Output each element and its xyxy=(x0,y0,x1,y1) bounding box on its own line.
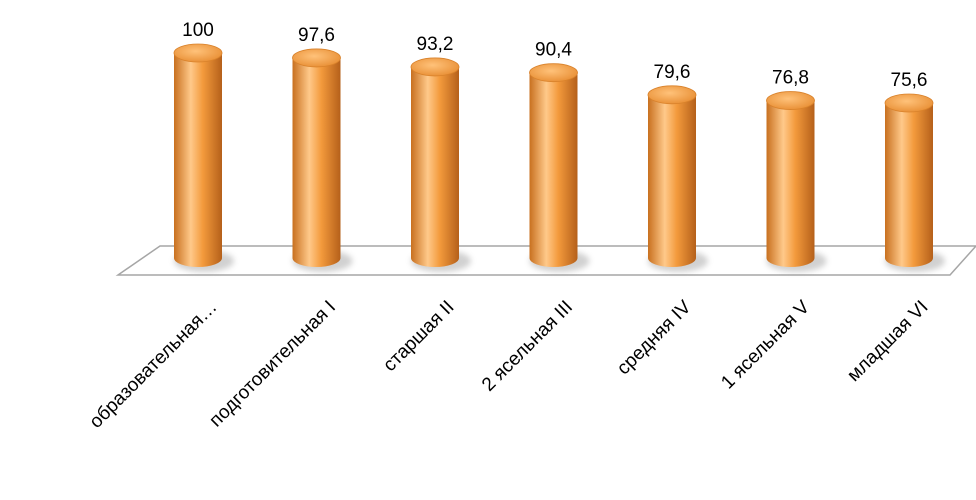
x-tick-label-4: 2 ясельная III xyxy=(478,297,577,396)
x-axis-tick-labels: образовательная…подготовительная I старша… xyxy=(86,296,933,432)
bar-body xyxy=(174,53,222,267)
bar-body xyxy=(292,57,341,267)
bar-body xyxy=(885,103,933,268)
data-label-3: 93,2 xyxy=(417,34,454,55)
data-label-7: 75,6 xyxy=(891,70,928,91)
bar-top xyxy=(884,93,934,113)
data-labels: 100 97,6 93,2 90,4 79,6 76,8 75,6 xyxy=(182,20,927,91)
bar-top xyxy=(766,91,815,110)
bar-5 xyxy=(647,85,708,272)
data-label-5: 79,6 xyxy=(654,62,691,83)
bar-top xyxy=(173,43,223,63)
data-label-6: 76,8 xyxy=(772,68,809,89)
data-label-4: 90,4 xyxy=(535,40,572,61)
bar-body xyxy=(766,100,815,267)
bar-body xyxy=(648,94,696,267)
bar-top xyxy=(647,85,697,105)
x-tick-label-2: подготовительная I xyxy=(205,297,340,432)
data-label-2: 97,6 xyxy=(298,25,335,46)
x-tick-label-3: старшая II xyxy=(379,297,458,376)
bar-top xyxy=(292,48,341,68)
bar-7 xyxy=(884,93,945,272)
bar-body xyxy=(411,66,459,267)
bar-top xyxy=(529,63,578,83)
bar-1 xyxy=(173,43,234,272)
bar-top xyxy=(410,57,460,77)
bar-3 xyxy=(410,57,471,272)
bar-4 xyxy=(529,63,590,272)
bar-6 xyxy=(766,91,827,272)
bars xyxy=(173,43,945,272)
bar-2 xyxy=(292,48,353,272)
x-tick-label-1: образовательная… xyxy=(86,297,222,433)
x-tick-label-6: 1 ясельная V xyxy=(717,296,814,393)
x-tick-label-5: средняя IV xyxy=(613,296,696,379)
data-label-1: 100 xyxy=(182,20,214,41)
bar-body xyxy=(529,72,578,268)
x-tick-label-7: младшая VI xyxy=(843,297,932,386)
